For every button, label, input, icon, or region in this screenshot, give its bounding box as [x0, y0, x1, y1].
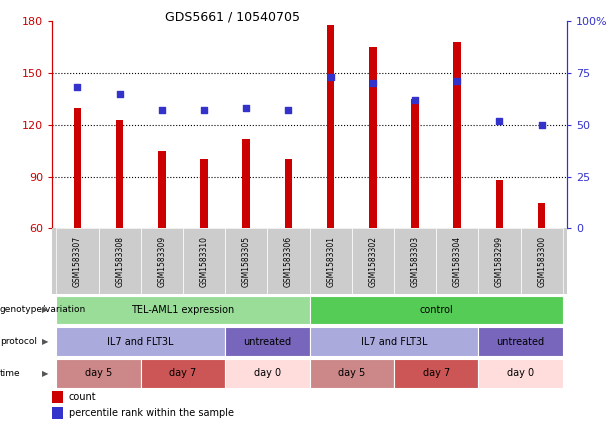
- Bar: [225, 228, 267, 294]
- Bar: [56, 296, 310, 324]
- Text: GSM1583309: GSM1583309: [158, 236, 166, 287]
- Bar: [141, 359, 225, 387]
- Text: untreated: untreated: [243, 337, 291, 346]
- Bar: [369, 47, 376, 228]
- Text: ▶: ▶: [42, 305, 48, 314]
- Text: IL7 and FLT3L: IL7 and FLT3L: [107, 337, 174, 346]
- Point: [284, 107, 294, 114]
- Text: GSM1583302: GSM1583302: [368, 236, 378, 287]
- Text: GSM1583304: GSM1583304: [453, 236, 462, 287]
- Point: [157, 107, 167, 114]
- Text: TEL-AML1 expression: TEL-AML1 expression: [131, 305, 235, 315]
- Text: protocol: protocol: [0, 337, 37, 346]
- Bar: [74, 107, 82, 228]
- Point: [326, 74, 335, 80]
- Bar: [267, 228, 310, 294]
- Text: day 0: day 0: [507, 368, 534, 378]
- Text: day 5: day 5: [338, 368, 365, 378]
- Text: GSM1583301: GSM1583301: [326, 236, 335, 287]
- Bar: [116, 120, 123, 228]
- Text: untreated: untreated: [497, 337, 545, 346]
- Text: GDS5661 / 10540705: GDS5661 / 10540705: [165, 11, 300, 24]
- Bar: [310, 296, 563, 324]
- Bar: [436, 228, 478, 294]
- Bar: [538, 203, 546, 228]
- Text: day 7: day 7: [422, 368, 450, 378]
- Bar: [225, 327, 310, 356]
- Text: GSM1583299: GSM1583299: [495, 236, 504, 287]
- Text: day 5: day 5: [85, 368, 112, 378]
- Bar: [52, 391, 63, 404]
- Text: genotype/variation: genotype/variation: [0, 305, 86, 314]
- Bar: [56, 359, 141, 387]
- Bar: [478, 359, 563, 387]
- Text: ▶: ▶: [42, 369, 48, 378]
- Bar: [478, 327, 563, 356]
- Text: GSM1583310: GSM1583310: [200, 236, 208, 287]
- Text: day 7: day 7: [169, 368, 197, 378]
- Bar: [310, 359, 394, 387]
- Bar: [496, 180, 503, 228]
- Text: IL7 and FLT3L: IL7 and FLT3L: [360, 337, 427, 346]
- Bar: [394, 228, 436, 294]
- Bar: [310, 327, 478, 356]
- Text: time: time: [0, 369, 21, 378]
- Point: [199, 107, 209, 114]
- Bar: [454, 42, 461, 228]
- Text: GSM1583307: GSM1583307: [73, 236, 82, 287]
- Text: percentile rank within the sample: percentile rank within the sample: [69, 408, 234, 418]
- Point: [115, 91, 124, 97]
- Bar: [327, 25, 335, 228]
- Bar: [394, 359, 478, 387]
- Point: [410, 96, 420, 103]
- Text: GSM1583308: GSM1583308: [115, 236, 124, 287]
- Bar: [99, 228, 141, 294]
- Bar: [56, 228, 99, 294]
- Bar: [243, 139, 250, 228]
- Point: [368, 80, 378, 87]
- Text: GSM1583300: GSM1583300: [537, 236, 546, 287]
- Text: GSM1583303: GSM1583303: [411, 236, 419, 287]
- Bar: [141, 228, 183, 294]
- Bar: [411, 99, 419, 228]
- Bar: [183, 228, 225, 294]
- Bar: [225, 359, 310, 387]
- Text: ▶: ▶: [42, 337, 48, 346]
- Text: control: control: [419, 305, 453, 315]
- Bar: [56, 327, 225, 356]
- Bar: [478, 228, 520, 294]
- Bar: [352, 228, 394, 294]
- Bar: [200, 159, 208, 228]
- Point: [452, 78, 462, 85]
- Point: [537, 121, 547, 128]
- Text: count: count: [69, 393, 96, 402]
- Point: [242, 105, 251, 112]
- Bar: [52, 407, 63, 419]
- Point: [495, 117, 504, 124]
- Bar: [158, 151, 166, 228]
- Bar: [520, 228, 563, 294]
- Text: GSM1583305: GSM1583305: [242, 236, 251, 287]
- Point: [72, 84, 82, 91]
- Bar: [284, 159, 292, 228]
- Bar: [310, 228, 352, 294]
- Text: day 0: day 0: [254, 368, 281, 378]
- Text: GSM1583306: GSM1583306: [284, 236, 293, 287]
